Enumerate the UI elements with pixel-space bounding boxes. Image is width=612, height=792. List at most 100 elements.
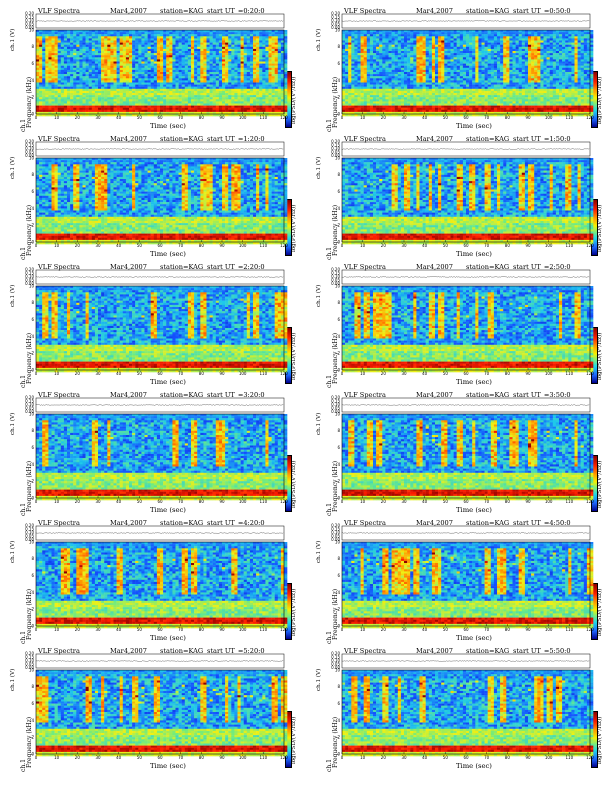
x-tick-label: 50 bbox=[443, 627, 449, 632]
spectra-panel: VLF Spectra Mar4,2007 station=KAG start UT =… bbox=[306, 132, 612, 260]
channel-tick-label: 0.00 bbox=[25, 409, 34, 414]
x-tick-label: 60 bbox=[463, 115, 469, 120]
x-tick-label: 40 bbox=[422, 115, 428, 120]
time-axis-label: Time (sec) bbox=[150, 250, 186, 258]
x-tick-label: 80 bbox=[505, 627, 511, 632]
x-tick-label: 70 bbox=[178, 243, 184, 248]
channel-tick-label: 0.00 bbox=[331, 153, 340, 158]
x-tick-label: 120 bbox=[280, 115, 288, 120]
start-ut-value: =4:20:0 bbox=[238, 519, 265, 527]
x-tick-label: 40 bbox=[116, 371, 122, 376]
channel-tick-label: 0.20 bbox=[25, 523, 34, 528]
y-tick-label: 8 bbox=[31, 172, 34, 177]
channel-tick-label: 0.10 bbox=[25, 402, 34, 407]
panel-station: station=KAG bbox=[466, 263, 509, 271]
spectra-panel: VLF Spectra Mar4,2007 station=KAG start UT =… bbox=[0, 132, 306, 260]
panel-date: Mar4,2007 bbox=[416, 263, 453, 271]
x-tick-label: 10 bbox=[54, 115, 60, 120]
y-tick-label: 2 bbox=[31, 479, 34, 484]
channel-tick-label: 0.05 bbox=[25, 150, 34, 155]
y-tick-label: 10 bbox=[29, 539, 35, 544]
x-tick-label: 90 bbox=[525, 243, 531, 248]
start-ut-prefix: start UT bbox=[207, 519, 235, 527]
y-tick-label: 0 bbox=[31, 495, 34, 500]
start-ut-value: =1:50:0 bbox=[544, 135, 571, 143]
channel-tick-label: 0.10 bbox=[331, 402, 340, 407]
panel-station: station=KAG bbox=[160, 263, 203, 271]
x-tick-label: 20 bbox=[381, 371, 387, 376]
x-tick-label: 110 bbox=[566, 115, 574, 120]
channel-tick-label: 0.05 bbox=[331, 150, 340, 155]
channel-tick-label: 0.20 bbox=[331, 139, 340, 144]
time-axis-label: Time (sec) bbox=[150, 378, 186, 386]
x-tick-label: 50 bbox=[137, 499, 143, 504]
x-tick-label: 90 bbox=[219, 499, 225, 504]
x-tick-label: 40 bbox=[422, 499, 428, 504]
x-tick-label: 120 bbox=[280, 755, 288, 760]
x-tick-label: 60 bbox=[157, 755, 163, 760]
spectra-panel: VLF Spectra Mar4,2007 station=KAG start UT =… bbox=[0, 260, 306, 388]
panel-date: Mar4,2007 bbox=[110, 647, 147, 655]
x-tick-label: 120 bbox=[586, 115, 594, 120]
x-tick-label: 50 bbox=[137, 243, 143, 248]
y-tick-label: 6 bbox=[31, 445, 34, 450]
x-tick-label: 120 bbox=[586, 755, 594, 760]
channel-waveform bbox=[35, 660, 284, 662]
x-tick-label: 20 bbox=[75, 115, 81, 120]
channel-waveform bbox=[35, 404, 284, 406]
y-tick-label: 6 bbox=[31, 573, 34, 578]
x-tick-label: 10 bbox=[54, 499, 60, 504]
start-ut-value: =0:20:0 bbox=[238, 7, 265, 15]
channel-tick-label: 0.00 bbox=[25, 537, 34, 542]
y-tick-label: 4 bbox=[337, 462, 340, 467]
channel-strip-frame bbox=[35, 13, 285, 29]
channel-tick-label: 0.10 bbox=[25, 146, 34, 151]
start-ut-prefix: start UT bbox=[513, 135, 541, 143]
panel-start-ut: start UT =5:20:0 bbox=[207, 647, 265, 655]
x-tick-label: 120 bbox=[280, 243, 288, 248]
y-tick-label: 0 bbox=[337, 111, 340, 116]
channel-tick-label: 0.10 bbox=[331, 274, 340, 279]
y-tick-label: 2 bbox=[31, 95, 34, 100]
x-tick-label: 100 bbox=[239, 627, 247, 632]
x-tick-label: 10 bbox=[360, 627, 366, 632]
channel-tick-label: 0.05 bbox=[331, 662, 340, 667]
panel-date: Mar4,2007 bbox=[110, 391, 147, 399]
x-tick-label: 70 bbox=[178, 115, 184, 120]
y-tick-label: 6 bbox=[31, 189, 34, 194]
panel-start-ut: start UT =1:20:0 bbox=[207, 135, 265, 143]
y-tick-label: 2 bbox=[337, 351, 340, 356]
y-tick-label: 0 bbox=[337, 623, 340, 628]
y-tick-label: 0 bbox=[31, 751, 34, 756]
y-tick-label: 10 bbox=[335, 27, 341, 32]
channel-tick-label: 0.10 bbox=[331, 658, 340, 663]
x-tick-label: 70 bbox=[484, 243, 490, 248]
panel-date: Mar4,2007 bbox=[416, 7, 453, 15]
panel-start-ut: start UT =3:50:0 bbox=[513, 391, 571, 399]
channel-tick-label: 0.20 bbox=[331, 523, 340, 528]
y-tick-label: 10 bbox=[29, 667, 35, 672]
x-tick-label: 40 bbox=[422, 755, 428, 760]
x-tick-label: 120 bbox=[586, 627, 594, 632]
x-tick-label: 40 bbox=[422, 371, 428, 376]
start-ut-prefix: start UT bbox=[513, 263, 541, 271]
spectra-panel: VLF Spectra Mar4,2007 station=KAG start UT =… bbox=[306, 516, 612, 644]
panel-title: VLF Spectra bbox=[38, 135, 80, 143]
channel-tick-label: 0.15 bbox=[331, 143, 340, 148]
panel-start-ut: start UT =5:50:0 bbox=[513, 647, 571, 655]
channel-tick-label: 0.10 bbox=[25, 18, 34, 23]
y-tick-label: 10 bbox=[335, 283, 341, 288]
x-tick-label: 110 bbox=[260, 115, 268, 120]
panel-title: VLF Spectra bbox=[344, 7, 386, 15]
x-tick-label: 90 bbox=[219, 755, 225, 760]
x-tick-label: 80 bbox=[505, 755, 511, 760]
x-tick-label: 20 bbox=[381, 627, 387, 632]
x-tick-label: 70 bbox=[484, 371, 490, 376]
x-tick-label: 120 bbox=[280, 627, 288, 632]
y-tick-label: 2 bbox=[337, 735, 340, 740]
x-tick-label: 0 bbox=[341, 755, 344, 760]
channel-tick-label: 0.00 bbox=[25, 153, 34, 158]
panel-station: station=KAG bbox=[466, 7, 509, 15]
